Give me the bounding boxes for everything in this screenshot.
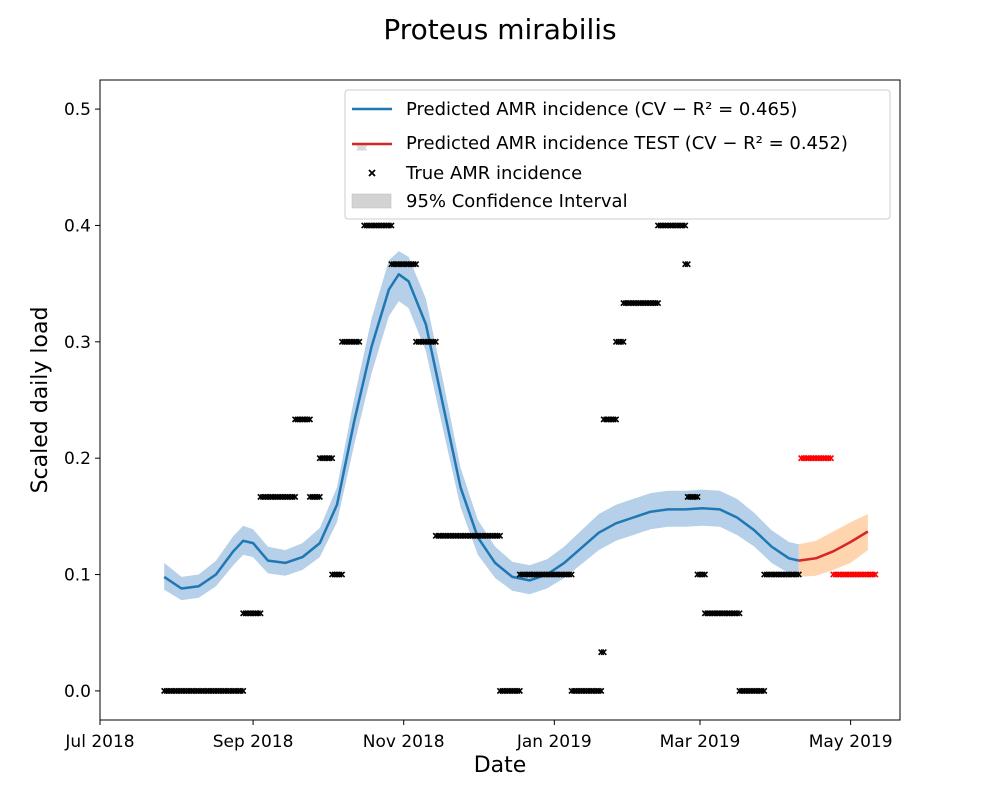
data-point: [827, 455, 835, 462]
x-tick-label: Jul 2018: [64, 732, 134, 752]
y-tick-label: 0.2: [64, 449, 91, 469]
data-point: [338, 571, 346, 578]
y-tick-label: 0.4: [64, 216, 91, 236]
data-point: [701, 571, 709, 578]
data-point: [432, 338, 439, 345]
data-point: [328, 455, 336, 462]
data-point: [412, 261, 420, 268]
x-axis-label: Date: [474, 753, 527, 778]
data-point: [516, 687, 523, 695]
data-point: [240, 687, 247, 695]
legend-label-predicted-test: Predicted AMR incidence TEST (CV − R² = …: [406, 133, 848, 154]
data-point: [600, 649, 607, 656]
confidence-band-test: [798, 514, 868, 577]
data-point: [682, 222, 689, 229]
legend-swatch-true-incidence: [368, 169, 376, 177]
chart-title: Proteus mirabilis: [383, 13, 616, 46]
confidence-band-predicted: [164, 251, 799, 601]
x-tick-label: Nov 2018: [363, 732, 445, 752]
data-point: [356, 338, 363, 345]
legend-label-true-incidence: True AMR incidence: [405, 163, 582, 184]
legend-label-confidence-interval: 95% Confidence Interval: [406, 191, 628, 212]
y-tick-label: 0.5: [64, 100, 91, 120]
data-point: [612, 416, 620, 423]
data-point: [568, 571, 575, 578]
data-point: [795, 571, 802, 578]
data-point: [620, 338, 627, 345]
legend: Predicted AMR incidence (CV − R² = 0.465…: [344, 89, 891, 220]
x-tick-label: Jan 2019: [516, 732, 592, 752]
data-point: [496, 532, 504, 539]
x-tick-label: Sep 2018: [213, 732, 294, 752]
confidence-bands: [164, 251, 868, 601]
y-tick-label: 0.3: [64, 333, 91, 353]
prediction-lines: [163, 273, 869, 590]
legend-frame: [344, 89, 891, 220]
data-point: [291, 493, 299, 501]
data-point: [761, 687, 768, 695]
y-tick-label: 0.0: [64, 682, 91, 702]
data-point: [684, 261, 691, 268]
y-axis-ticks: 0.0 0.1 0.2 0.3 0.4 0.5: [64, 100, 100, 702]
data-point: [872, 571, 879, 578]
data-point: [257, 610, 264, 617]
y-axis-label: Scaled daily load: [28, 307, 53, 494]
x-tick-label: May 2019: [809, 732, 893, 752]
x-axis-ticks: Jul 2018 Sep 2018 Nov 2018 Jan 2019 Mar 2019…: [64, 720, 893, 752]
data-point: [306, 416, 314, 423]
series-line-predicted: [163, 273, 800, 590]
x-tick-label: Mar 2019: [660, 732, 741, 752]
data-point: [316, 493, 323, 501]
plot-frame: [99, 79, 901, 721]
legend-label-predicted: Predicted AMR incidence (CV − R² = 0.465…: [406, 99, 797, 120]
data-point: [598, 687, 605, 695]
data-point: [654, 299, 662, 307]
data-point: [736, 610, 743, 617]
data-point: [694, 493, 701, 501]
y-tick-label: 0.1: [64, 566, 91, 586]
legend-swatch-confidence-interval: [351, 193, 392, 209]
true-incidence-markers: [161, 144, 879, 695]
data-point: [388, 222, 395, 229]
series-line-test: [798, 530, 869, 562]
